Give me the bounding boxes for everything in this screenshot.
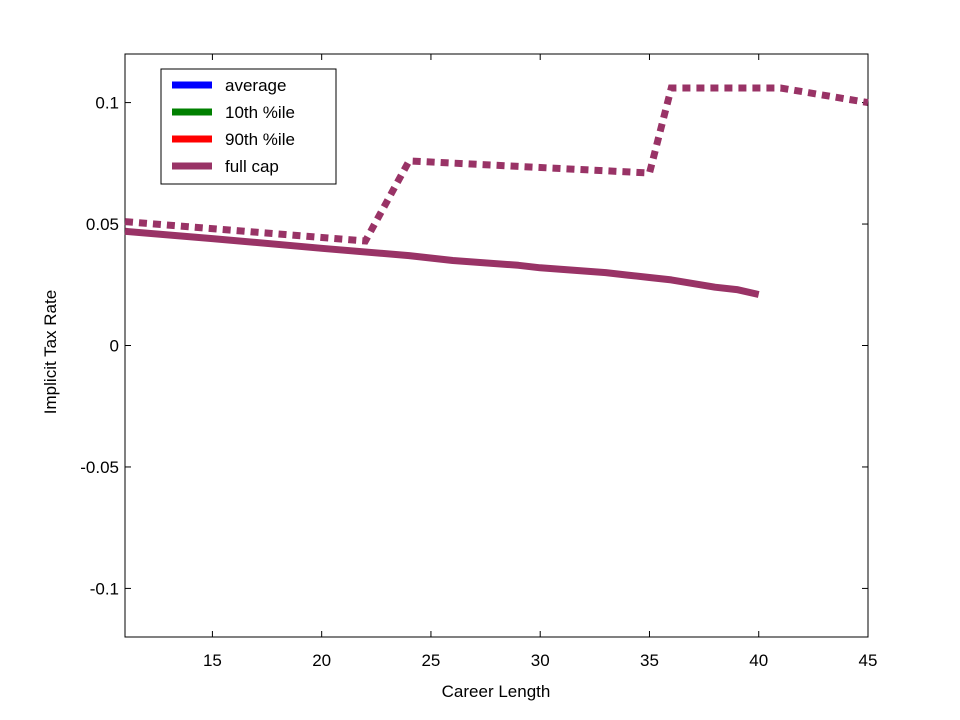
y-axis-ticks: -0.1 -0.05 0 0.05 0.1 xyxy=(80,94,868,598)
y-tick-label: 0.1 xyxy=(95,94,119,113)
x-tick-label: 20 xyxy=(312,651,331,670)
y-tick-label: 0 xyxy=(110,337,119,356)
x-tick-label: 40 xyxy=(749,651,768,670)
x-tick-label: 35 xyxy=(640,651,659,670)
y-tick-label: 0.05 xyxy=(86,215,119,234)
x-tick-label: 25 xyxy=(421,651,440,670)
legend-label: average xyxy=(225,76,286,95)
x-tick-label: 30 xyxy=(531,651,550,670)
y-axis-title: Implicit Tax Rate xyxy=(41,290,60,414)
legend-label: 90th %ile xyxy=(225,130,295,149)
x-tick-label: 15 xyxy=(203,651,222,670)
legend: average 10th %ile 90th %ile full cap xyxy=(160,68,337,185)
legend-items: average 10th %ile 90th %ile full cap xyxy=(172,76,295,176)
x-axis-ticks: 15 20 25 30 35 40 45 xyxy=(203,54,878,670)
series-line-full-cap xyxy=(124,84,869,245)
series-line-average xyxy=(124,227,760,298)
y-tick-label: -0.1 xyxy=(90,579,119,598)
x-axis-title: Career Length xyxy=(442,682,551,701)
series-layer xyxy=(124,84,869,298)
legend-label: 10th %ile xyxy=(225,103,295,122)
y-tick-label: -0.05 xyxy=(80,458,119,477)
x-tick-label: 45 xyxy=(859,651,878,670)
legend-label: full cap xyxy=(225,157,279,176)
